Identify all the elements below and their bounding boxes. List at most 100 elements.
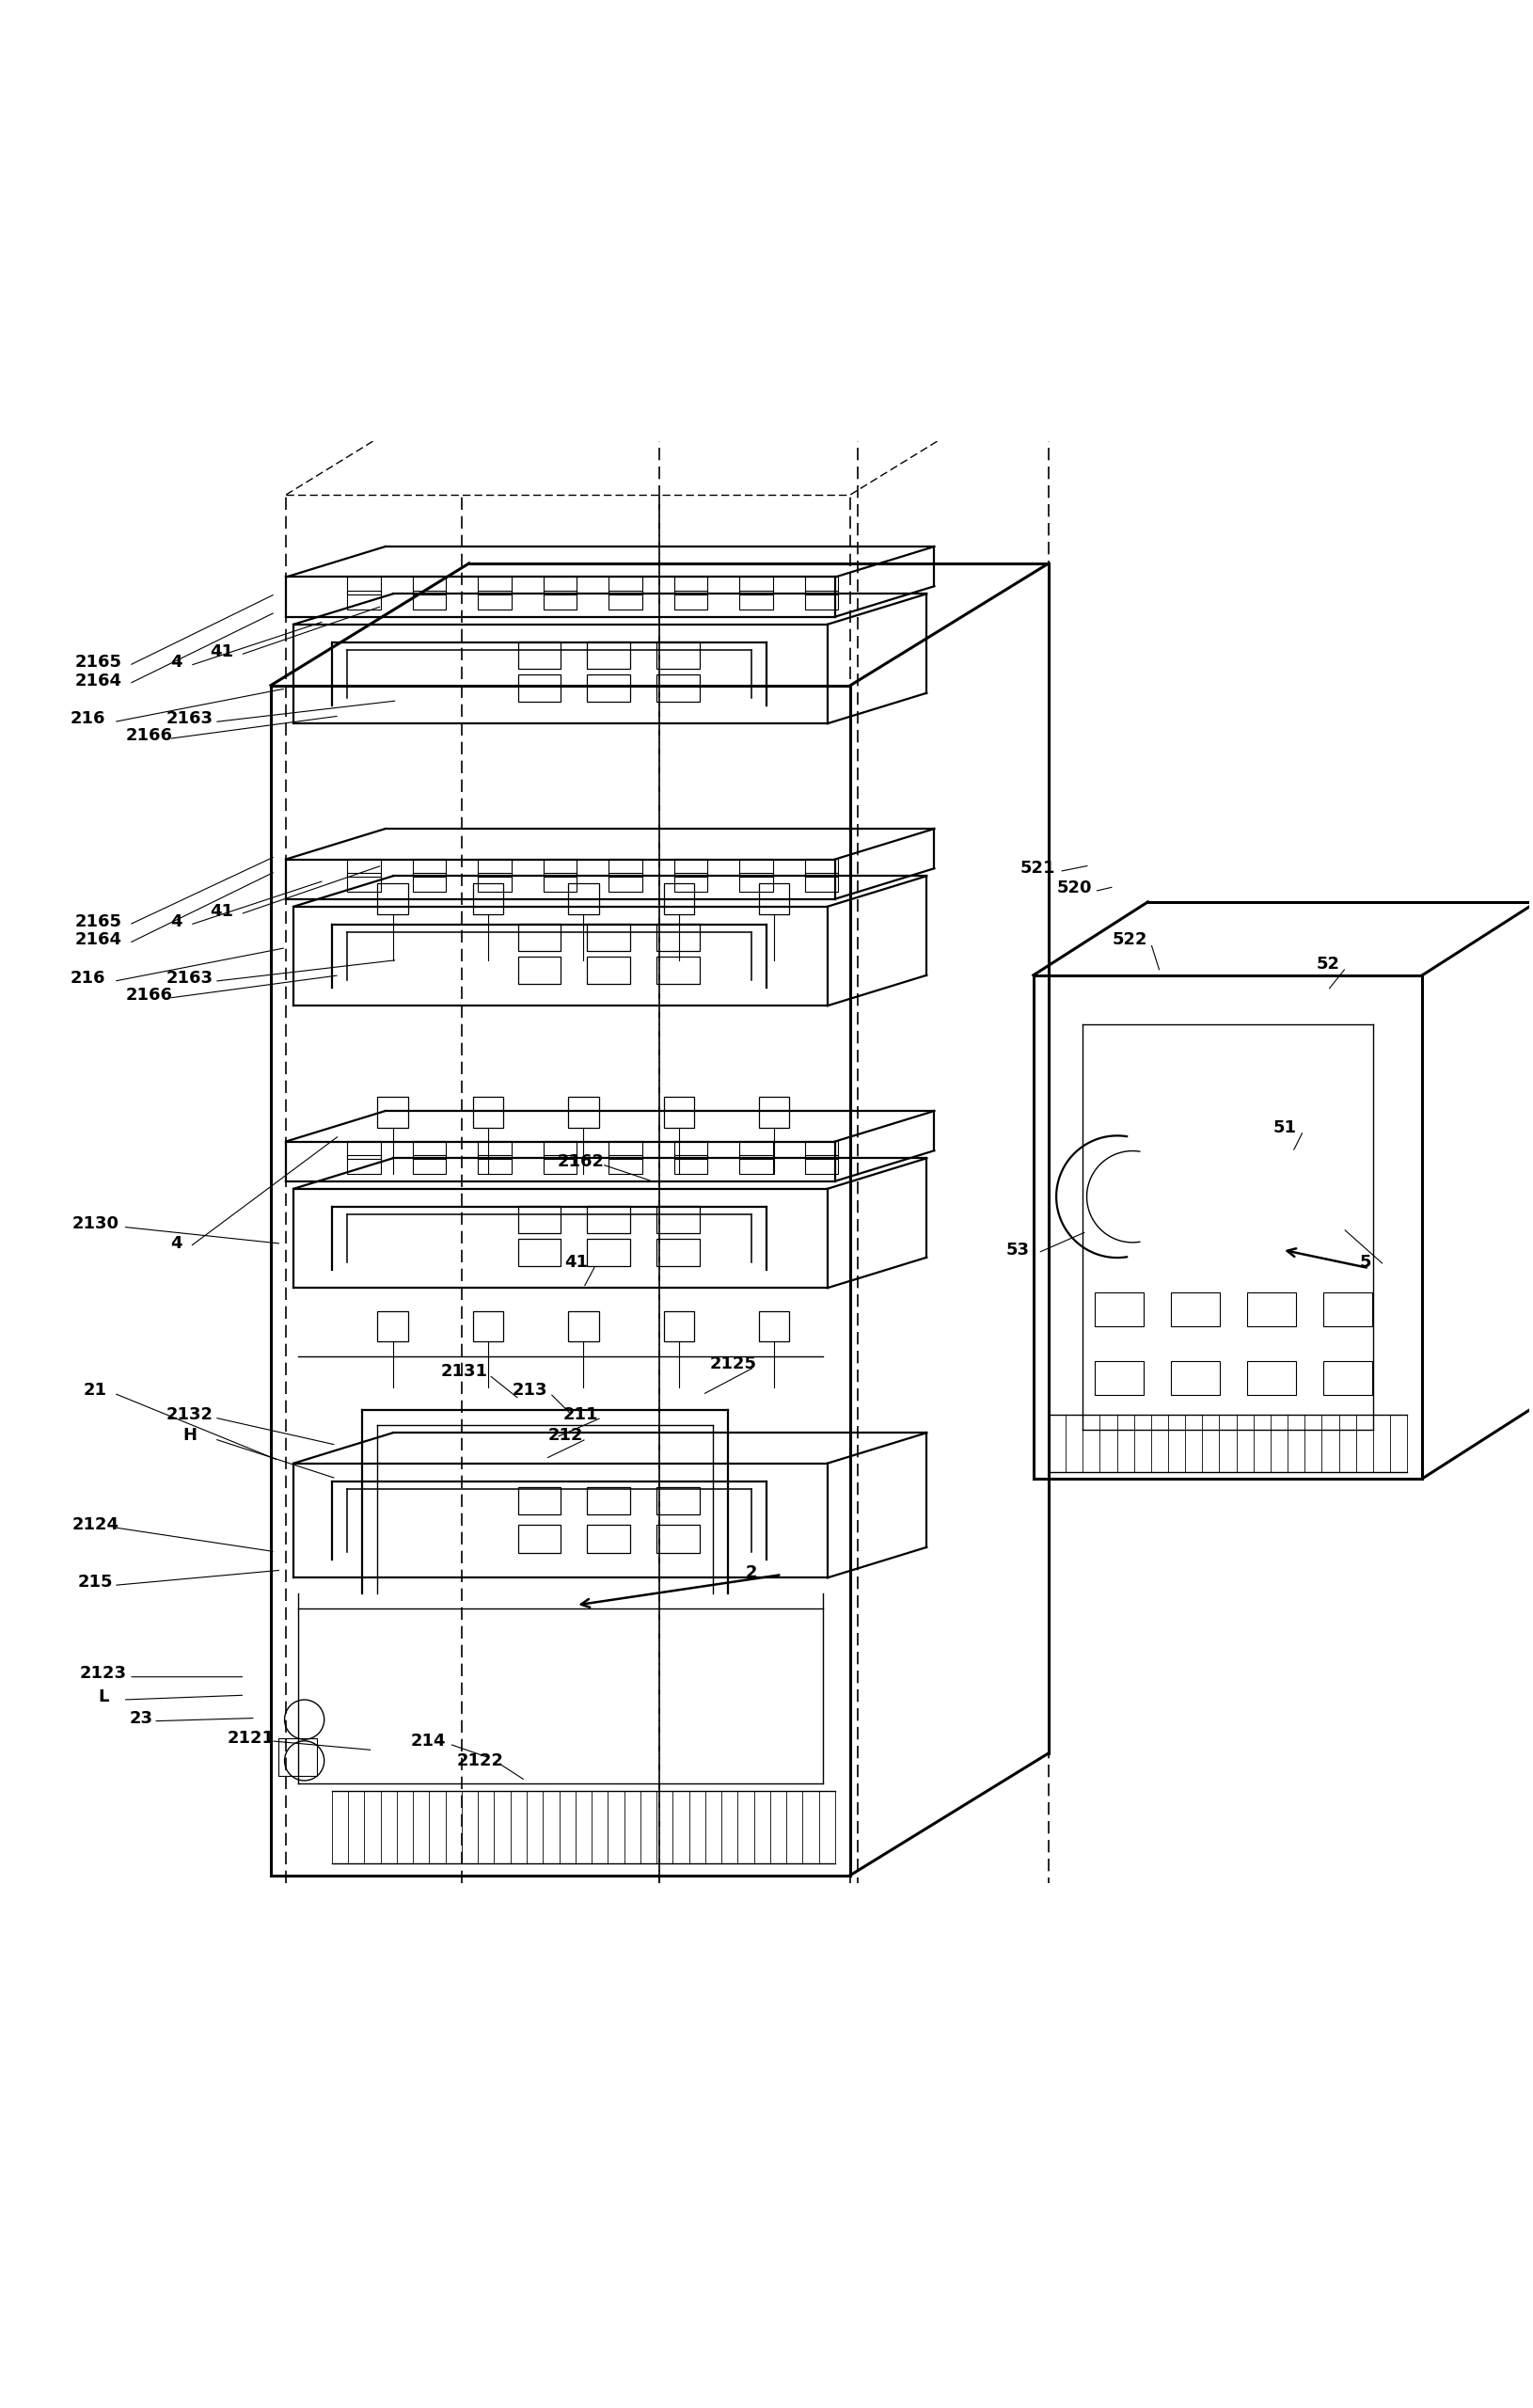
Text: L: L bbox=[98, 1688, 109, 1705]
Bar bbox=[805, 1156, 839, 1173]
Bar bbox=[609, 860, 642, 877]
Text: 4: 4 bbox=[170, 1235, 182, 1252]
Bar bbox=[587, 925, 630, 951]
Bar bbox=[346, 1141, 380, 1158]
Bar bbox=[587, 1524, 630, 1553]
Text: 53: 53 bbox=[1006, 1240, 1030, 1259]
Bar bbox=[587, 1206, 630, 1233]
Text: 2125: 2125 bbox=[710, 1356, 756, 1373]
Text: 2166: 2166 bbox=[126, 987, 172, 1004]
Bar bbox=[377, 884, 408, 915]
Bar bbox=[805, 1141, 839, 1158]
Bar bbox=[675, 576, 707, 595]
Bar bbox=[587, 956, 630, 985]
Bar bbox=[518, 1488, 561, 1515]
Bar bbox=[569, 1310, 599, 1341]
Bar bbox=[805, 590, 839, 609]
Text: 52: 52 bbox=[1315, 956, 1340, 973]
Text: 4: 4 bbox=[170, 913, 182, 929]
Text: 23: 23 bbox=[129, 1710, 153, 1727]
Bar bbox=[675, 1156, 707, 1173]
Text: 211: 211 bbox=[563, 1406, 598, 1423]
Bar bbox=[675, 860, 707, 877]
Bar bbox=[478, 874, 512, 891]
Bar bbox=[279, 1739, 317, 1777]
Bar bbox=[805, 576, 839, 595]
Text: 216: 216 bbox=[71, 710, 106, 727]
Text: 41: 41 bbox=[564, 1255, 587, 1271]
Text: 2166: 2166 bbox=[126, 727, 172, 744]
Bar bbox=[759, 1310, 789, 1341]
Bar bbox=[759, 884, 789, 915]
Text: 520: 520 bbox=[1056, 879, 1091, 896]
Bar bbox=[377, 1098, 408, 1127]
Bar bbox=[518, 1238, 561, 1267]
Text: 2131: 2131 bbox=[442, 1363, 487, 1380]
Bar bbox=[569, 1098, 599, 1127]
Text: 521: 521 bbox=[1021, 860, 1056, 877]
Text: 2124: 2124 bbox=[72, 1517, 120, 1534]
Bar bbox=[518, 1524, 561, 1553]
Text: 2164: 2164 bbox=[75, 672, 123, 689]
Bar bbox=[656, 674, 699, 701]
Bar bbox=[377, 1310, 408, 1341]
Text: 2121: 2121 bbox=[227, 1729, 274, 1746]
Bar bbox=[1323, 1361, 1372, 1394]
Bar bbox=[675, 1141, 707, 1158]
Text: 2165: 2165 bbox=[75, 655, 123, 672]
Bar bbox=[739, 1156, 773, 1173]
Bar bbox=[1171, 1293, 1219, 1327]
Bar bbox=[518, 1206, 561, 1233]
Text: 2123: 2123 bbox=[80, 1666, 127, 1683]
Text: 2164: 2164 bbox=[75, 932, 123, 949]
Bar bbox=[609, 576, 642, 595]
Bar bbox=[346, 1156, 380, 1173]
Bar bbox=[543, 1156, 576, 1173]
Bar bbox=[472, 884, 503, 915]
Text: 2: 2 bbox=[745, 1565, 757, 1582]
Bar bbox=[472, 1310, 503, 1341]
Bar bbox=[1171, 1361, 1219, 1394]
Bar bbox=[587, 641, 630, 669]
Text: 2162: 2162 bbox=[556, 1153, 604, 1170]
Text: 522: 522 bbox=[1111, 932, 1147, 949]
Bar bbox=[739, 576, 773, 595]
Bar bbox=[346, 860, 380, 877]
Bar bbox=[518, 641, 561, 669]
Text: 2130: 2130 bbox=[72, 1216, 120, 1233]
Bar bbox=[609, 1141, 642, 1158]
Bar bbox=[656, 1488, 699, 1515]
Bar bbox=[664, 884, 694, 915]
Bar bbox=[346, 874, 380, 891]
Text: 2132: 2132 bbox=[167, 1406, 213, 1423]
Bar bbox=[664, 1098, 694, 1127]
Text: 41: 41 bbox=[210, 643, 233, 660]
Bar bbox=[478, 1156, 512, 1173]
Bar bbox=[609, 1156, 642, 1173]
Bar bbox=[478, 590, 512, 609]
Text: 213: 213 bbox=[512, 1382, 547, 1399]
Text: 2163: 2163 bbox=[167, 710, 213, 727]
Bar bbox=[656, 1238, 699, 1267]
Text: 2165: 2165 bbox=[75, 913, 123, 929]
Bar bbox=[656, 1206, 699, 1233]
Bar bbox=[675, 874, 707, 891]
Bar bbox=[412, 1141, 446, 1158]
Bar bbox=[412, 860, 446, 877]
Bar bbox=[587, 674, 630, 701]
Bar bbox=[543, 576, 576, 595]
Bar bbox=[518, 925, 561, 951]
Bar bbox=[518, 956, 561, 985]
Bar bbox=[1323, 1293, 1372, 1327]
Bar bbox=[739, 590, 773, 609]
Bar bbox=[609, 874, 642, 891]
Bar bbox=[739, 860, 773, 877]
Bar bbox=[543, 590, 576, 609]
Bar bbox=[739, 1141, 773, 1158]
Text: 214: 214 bbox=[411, 1731, 446, 1748]
Text: 4: 4 bbox=[170, 655, 182, 672]
Bar bbox=[346, 576, 380, 595]
Bar bbox=[656, 1524, 699, 1553]
Bar bbox=[472, 1098, 503, 1127]
Bar bbox=[412, 590, 446, 609]
